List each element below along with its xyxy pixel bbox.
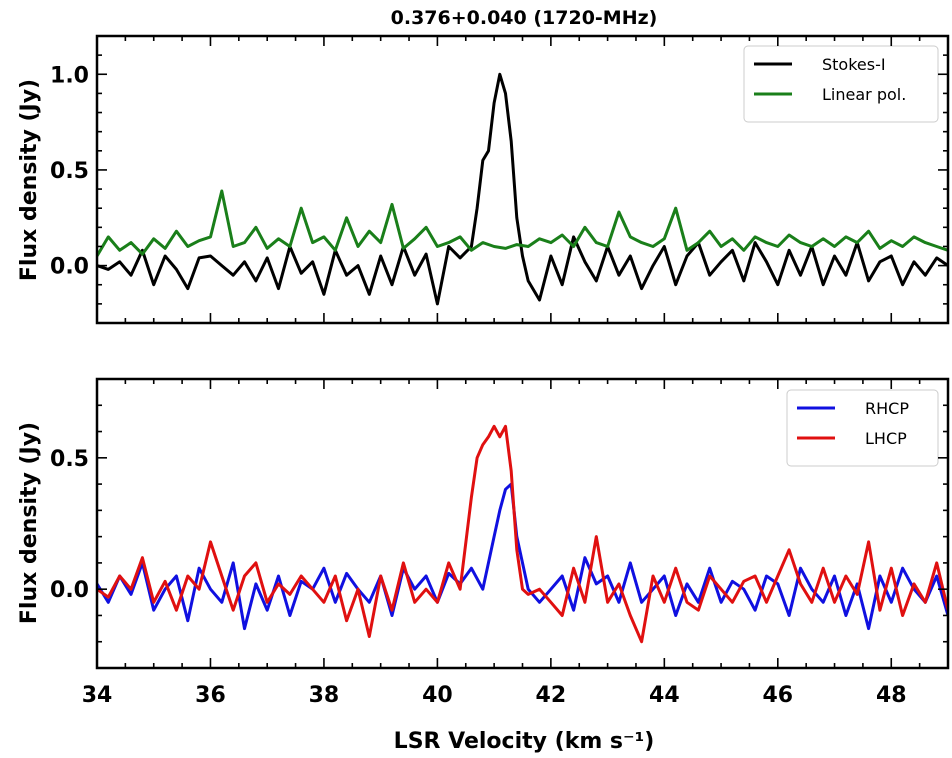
top-panel: 0.376+0.040 (1720-MHz) Flux density (Jy)… [17,7,950,325]
x-tick-label: 38 [309,683,340,708]
legend-label: RHCP [865,399,909,418]
x-tick-label: 42 [536,683,567,708]
x-axis-label: LSR Velocity (km s⁻¹) [394,729,655,754]
x-tick-label: 46 [762,683,793,708]
bottom-legend: RHCP LHCP [786,389,939,467]
x-tick-label: 40 [422,683,453,708]
series-line-rhcp [97,482,948,631]
x-tick-label: 36 [195,683,226,708]
y-tick-label: 1.0 [50,63,89,88]
series-line-linear-pol [97,189,948,257]
x-tick-label: 48 [876,683,907,708]
legend-label: Stokes-I [822,55,886,74]
series-line-stokes-i [97,72,948,306]
x-tick-label: 34 [82,683,113,708]
legend-label: LHCP [865,429,907,448]
y-tick-label: 0.5 [50,447,89,472]
bottom-legend-box [786,389,939,467]
y-tick-label: 0.5 [50,159,89,184]
y-tick-label: 0.0 [50,578,89,603]
y-tick-label: 0.0 [50,255,89,280]
chart-title: 0.376+0.040 (1720-MHz) [391,7,658,29]
bottom-plot-area [97,424,948,644]
top-y-axis-label: Flux density (Jy) [17,79,42,281]
top-legend-box [743,45,939,123]
bottom-panel: Flux density (Jy) LSR Velocity (km s⁻¹) … [17,377,950,754]
top-plot-area [97,72,948,306]
top-legend: Stokes-I Linear pol. [743,45,939,123]
x-tick-label: 44 [649,683,680,708]
series-line-lhcp [97,424,948,644]
legend-label: Linear pol. [822,85,906,104]
bottom-y-axis-label: Flux density (Jy) [17,422,42,624]
